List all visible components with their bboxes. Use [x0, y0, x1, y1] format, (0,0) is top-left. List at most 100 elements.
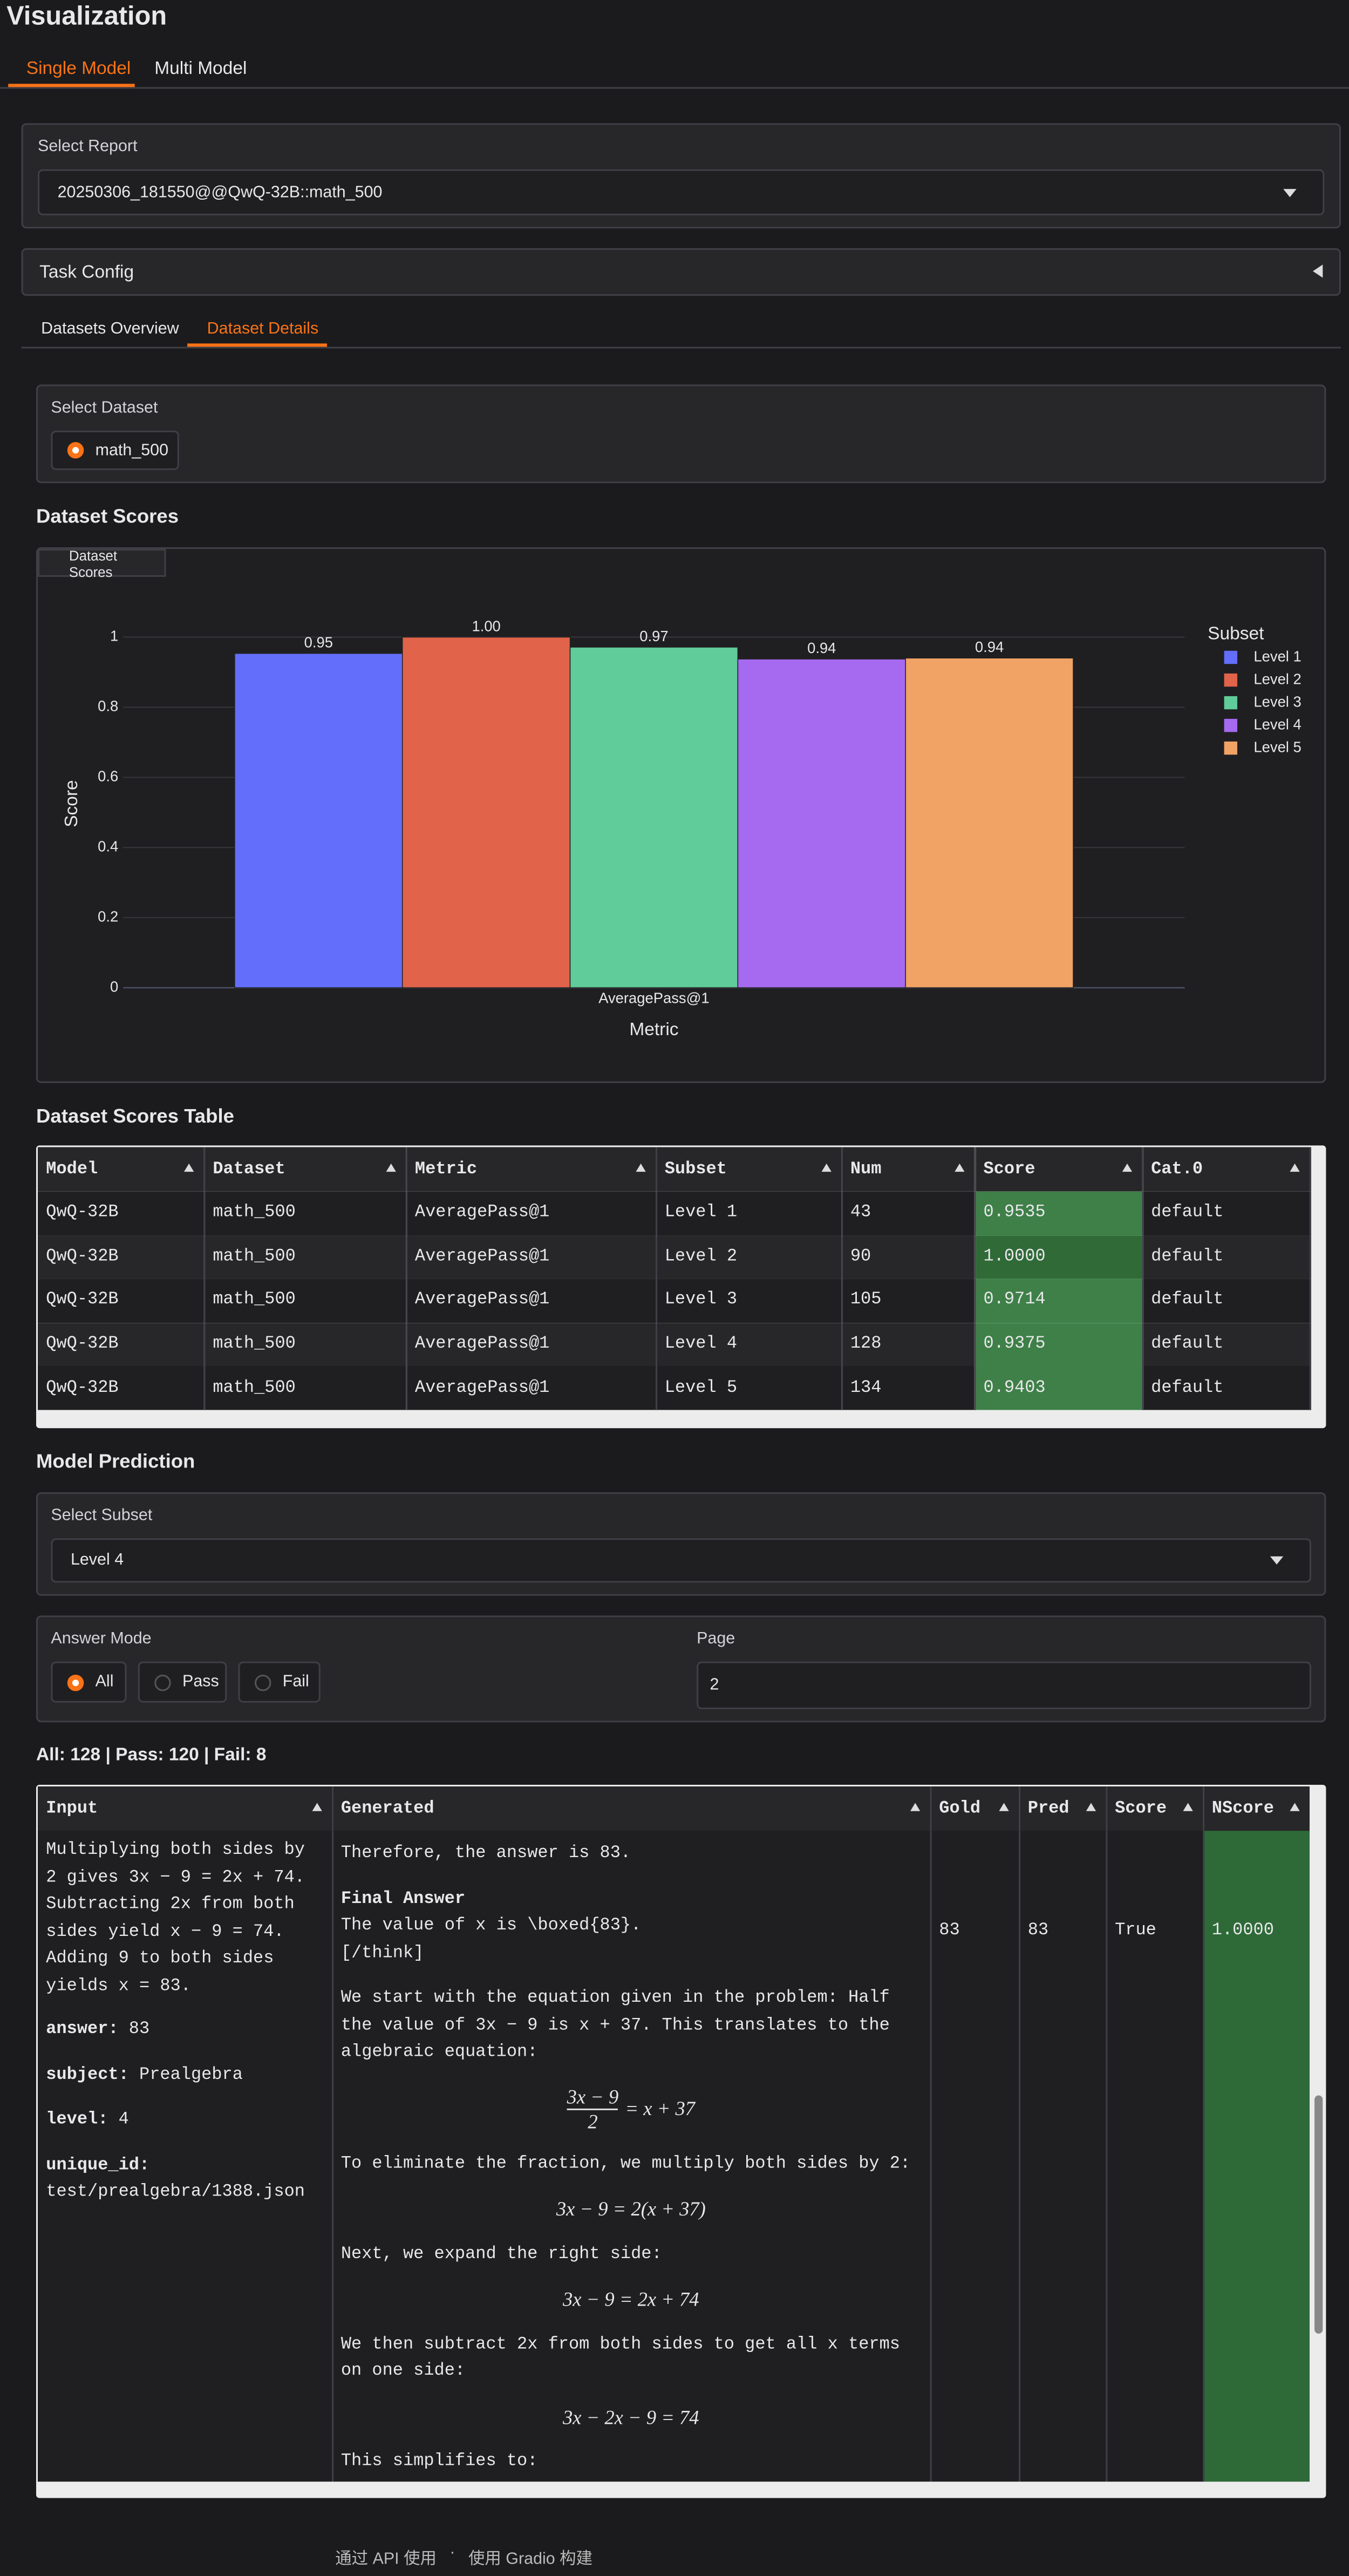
divider: [21, 346, 1341, 349]
text: We start with the equation given in the …: [340, 1988, 890, 2063]
header-text: Metric: [414, 1159, 478, 1179]
input-text: Multiplying both sides by 2 gives 3x − 9…: [46, 1840, 305, 1996]
radio[interactable]: [67, 442, 84, 459]
equation: 3x − 9 = 2(x + 37): [556, 2197, 706, 2220]
radio-option[interactable]: Fail: [238, 1661, 321, 1703]
sort-icon[interactable]: [1289, 1163, 1299, 1172]
text: [/think]: [340, 1943, 424, 1963]
label: Select Report: [38, 138, 138, 157]
column-header[interactable]: Score: [1106, 1786, 1204, 1831]
legend-label: Level 3: [1253, 693, 1301, 710]
footer-link[interactable]: 使用 Gradio 构建: [468, 2550, 593, 2569]
label: Page: [697, 1630, 735, 1649]
legend-label: Level 2: [1253, 670, 1301, 687]
bar: [569, 647, 739, 988]
table-cell: math_500: [203, 1279, 407, 1323]
dropdown-arrow[interactable]: [1283, 189, 1297, 198]
column-header[interactable]: Cat.0: [1142, 1147, 1311, 1192]
sort-icon[interactable]: [183, 1163, 193, 1172]
table-cell: AveragePass@1: [406, 1366, 657, 1410]
column-header[interactable]: Score: [974, 1147, 1143, 1192]
input-cell: Multiplying both sides by 2 gives 3x − 9…: [38, 1831, 333, 2482]
field-key: subject:: [46, 2065, 129, 2085]
column-header[interactable]: Metric: [406, 1147, 657, 1192]
footer-link[interactable]: 通过 API 使用: [335, 2550, 437, 2569]
sort-icon[interactable]: [385, 1163, 396, 1172]
title: Visualization: [6, 3, 167, 31]
field-value: test/prealgebra/1388.json: [46, 2182, 305, 2203]
dropdown-arrow[interactable]: [1270, 1556, 1284, 1565]
tab[interactable]: Dataset Details: [207, 320, 319, 339]
column-header[interactable]: Num: [841, 1147, 976, 1192]
sort-icon[interactable]: [1085, 1803, 1095, 1811]
accordion[interactable]: Task Config: [21, 248, 1341, 296]
equation: 3x − 2x − 9 = 74: [562, 2405, 699, 2429]
heading: Dataset Scores Table: [36, 1104, 234, 1127]
table-cell: math_500: [203, 1235, 407, 1279]
field-key: level:: [46, 2110, 108, 2130]
field-value: 4: [118, 2110, 129, 2130]
sort-icon[interactable]: [821, 1163, 831, 1172]
tab[interactable]: Multi Model: [154, 59, 247, 79]
sort-icon[interactable]: [1289, 1803, 1299, 1811]
tab[interactable]: Datasets Overview: [41, 320, 179, 339]
sort-icon[interactable]: [998, 1803, 1009, 1811]
column-header[interactable]: Dataset: [203, 1147, 407, 1192]
prediction-scroll[interactable]: Input Generated Gold Pred Score NScore Multipl…: [38, 1786, 1310, 2482]
column-header[interactable]: Input: [38, 1786, 333, 1831]
table-cell: QwQ-32B: [38, 1322, 205, 1367]
radio-option[interactable]: math_500: [51, 430, 179, 470]
sort-icon[interactable]: [953, 1163, 964, 1172]
sort-icon[interactable]: [311, 1803, 322, 1811]
legend-swatch: [1224, 718, 1237, 732]
chart: 0 0.2 0.4 0.6 0.8 1 0.95 1.00 0.97 0.94 0.94 Averag…: [62, 617, 1302, 1039]
header-text: Cat.0: [1151, 1159, 1203, 1179]
scrollbar[interactable]: [1314, 2095, 1323, 2334]
column-header[interactable]: NScore: [1203, 1786, 1310, 1831]
table-row: QwQ-32B math_500 AveragePass@1 Level 4 128 0.…: [38, 1322, 1311, 1367]
accordion-arrow[interactable]: [1313, 264, 1323, 278]
header-text: Input: [46, 1798, 98, 1819]
header-text: Gold: [939, 1798, 981, 1819]
tab[interactable]: Single Model: [26, 59, 131, 79]
label: Answer Mode: [51, 1630, 152, 1649]
column-header[interactable]: Generated: [332, 1786, 931, 1831]
radio-option[interactable]: All: [51, 1661, 127, 1703]
page-input[interactable]: 2: [697, 1661, 1311, 1709]
field-value: Prealgebra: [139, 2065, 243, 2085]
radio[interactable]: [254, 1674, 271, 1690]
dropdown[interactable]: Level 4: [51, 1538, 1311, 1583]
column-header[interactable]: Pred: [1018, 1786, 1107, 1831]
header-text: NScore: [1211, 1798, 1274, 1819]
bar: [737, 658, 906, 988]
table-cell: 128: [841, 1322, 976, 1367]
table-cell: math_500: [203, 1191, 407, 1235]
table-cell: 0.9535: [974, 1191, 1143, 1235]
column-header[interactable]: Gold: [930, 1786, 1020, 1831]
table-cell: math_500: [203, 1366, 407, 1410]
sort-icon[interactable]: [909, 1803, 919, 1811]
legend-swatch: [1224, 650, 1237, 664]
sort-icon[interactable]: [1121, 1163, 1132, 1172]
y-tick-label: 0.4: [98, 838, 118, 854]
dropdown[interactable]: 20250306_181550@@QwQ-32B::math_500: [38, 169, 1325, 215]
radio-label: Fail: [282, 1673, 309, 1691]
table-cell: AveragePass@1: [406, 1322, 657, 1367]
text: To eliminate the fraction, we multiply b…: [340, 2153, 911, 2174]
sort-icon[interactable]: [635, 1163, 645, 1172]
radio-label: math_500: [95, 441, 169, 460]
radio-option[interactable]: Pass: [138, 1661, 227, 1703]
radio[interactable]: [67, 1674, 84, 1690]
x-axis-label: Metric: [629, 1019, 678, 1039]
header-text: Dataset: [213, 1159, 285, 1179]
column-header[interactable]: Model: [38, 1147, 205, 1192]
radio[interactable]: [154, 1674, 171, 1690]
table-cell: Level 1: [655, 1191, 842, 1235]
column-header[interactable]: Subset: [655, 1147, 842, 1192]
equation: 3x − 9 2 = x + 37: [341, 2085, 921, 2132]
legend-title: Subset: [1208, 623, 1264, 643]
sort-icon[interactable]: [1182, 1803, 1193, 1811]
legend-label: Level 4: [1253, 716, 1301, 732]
